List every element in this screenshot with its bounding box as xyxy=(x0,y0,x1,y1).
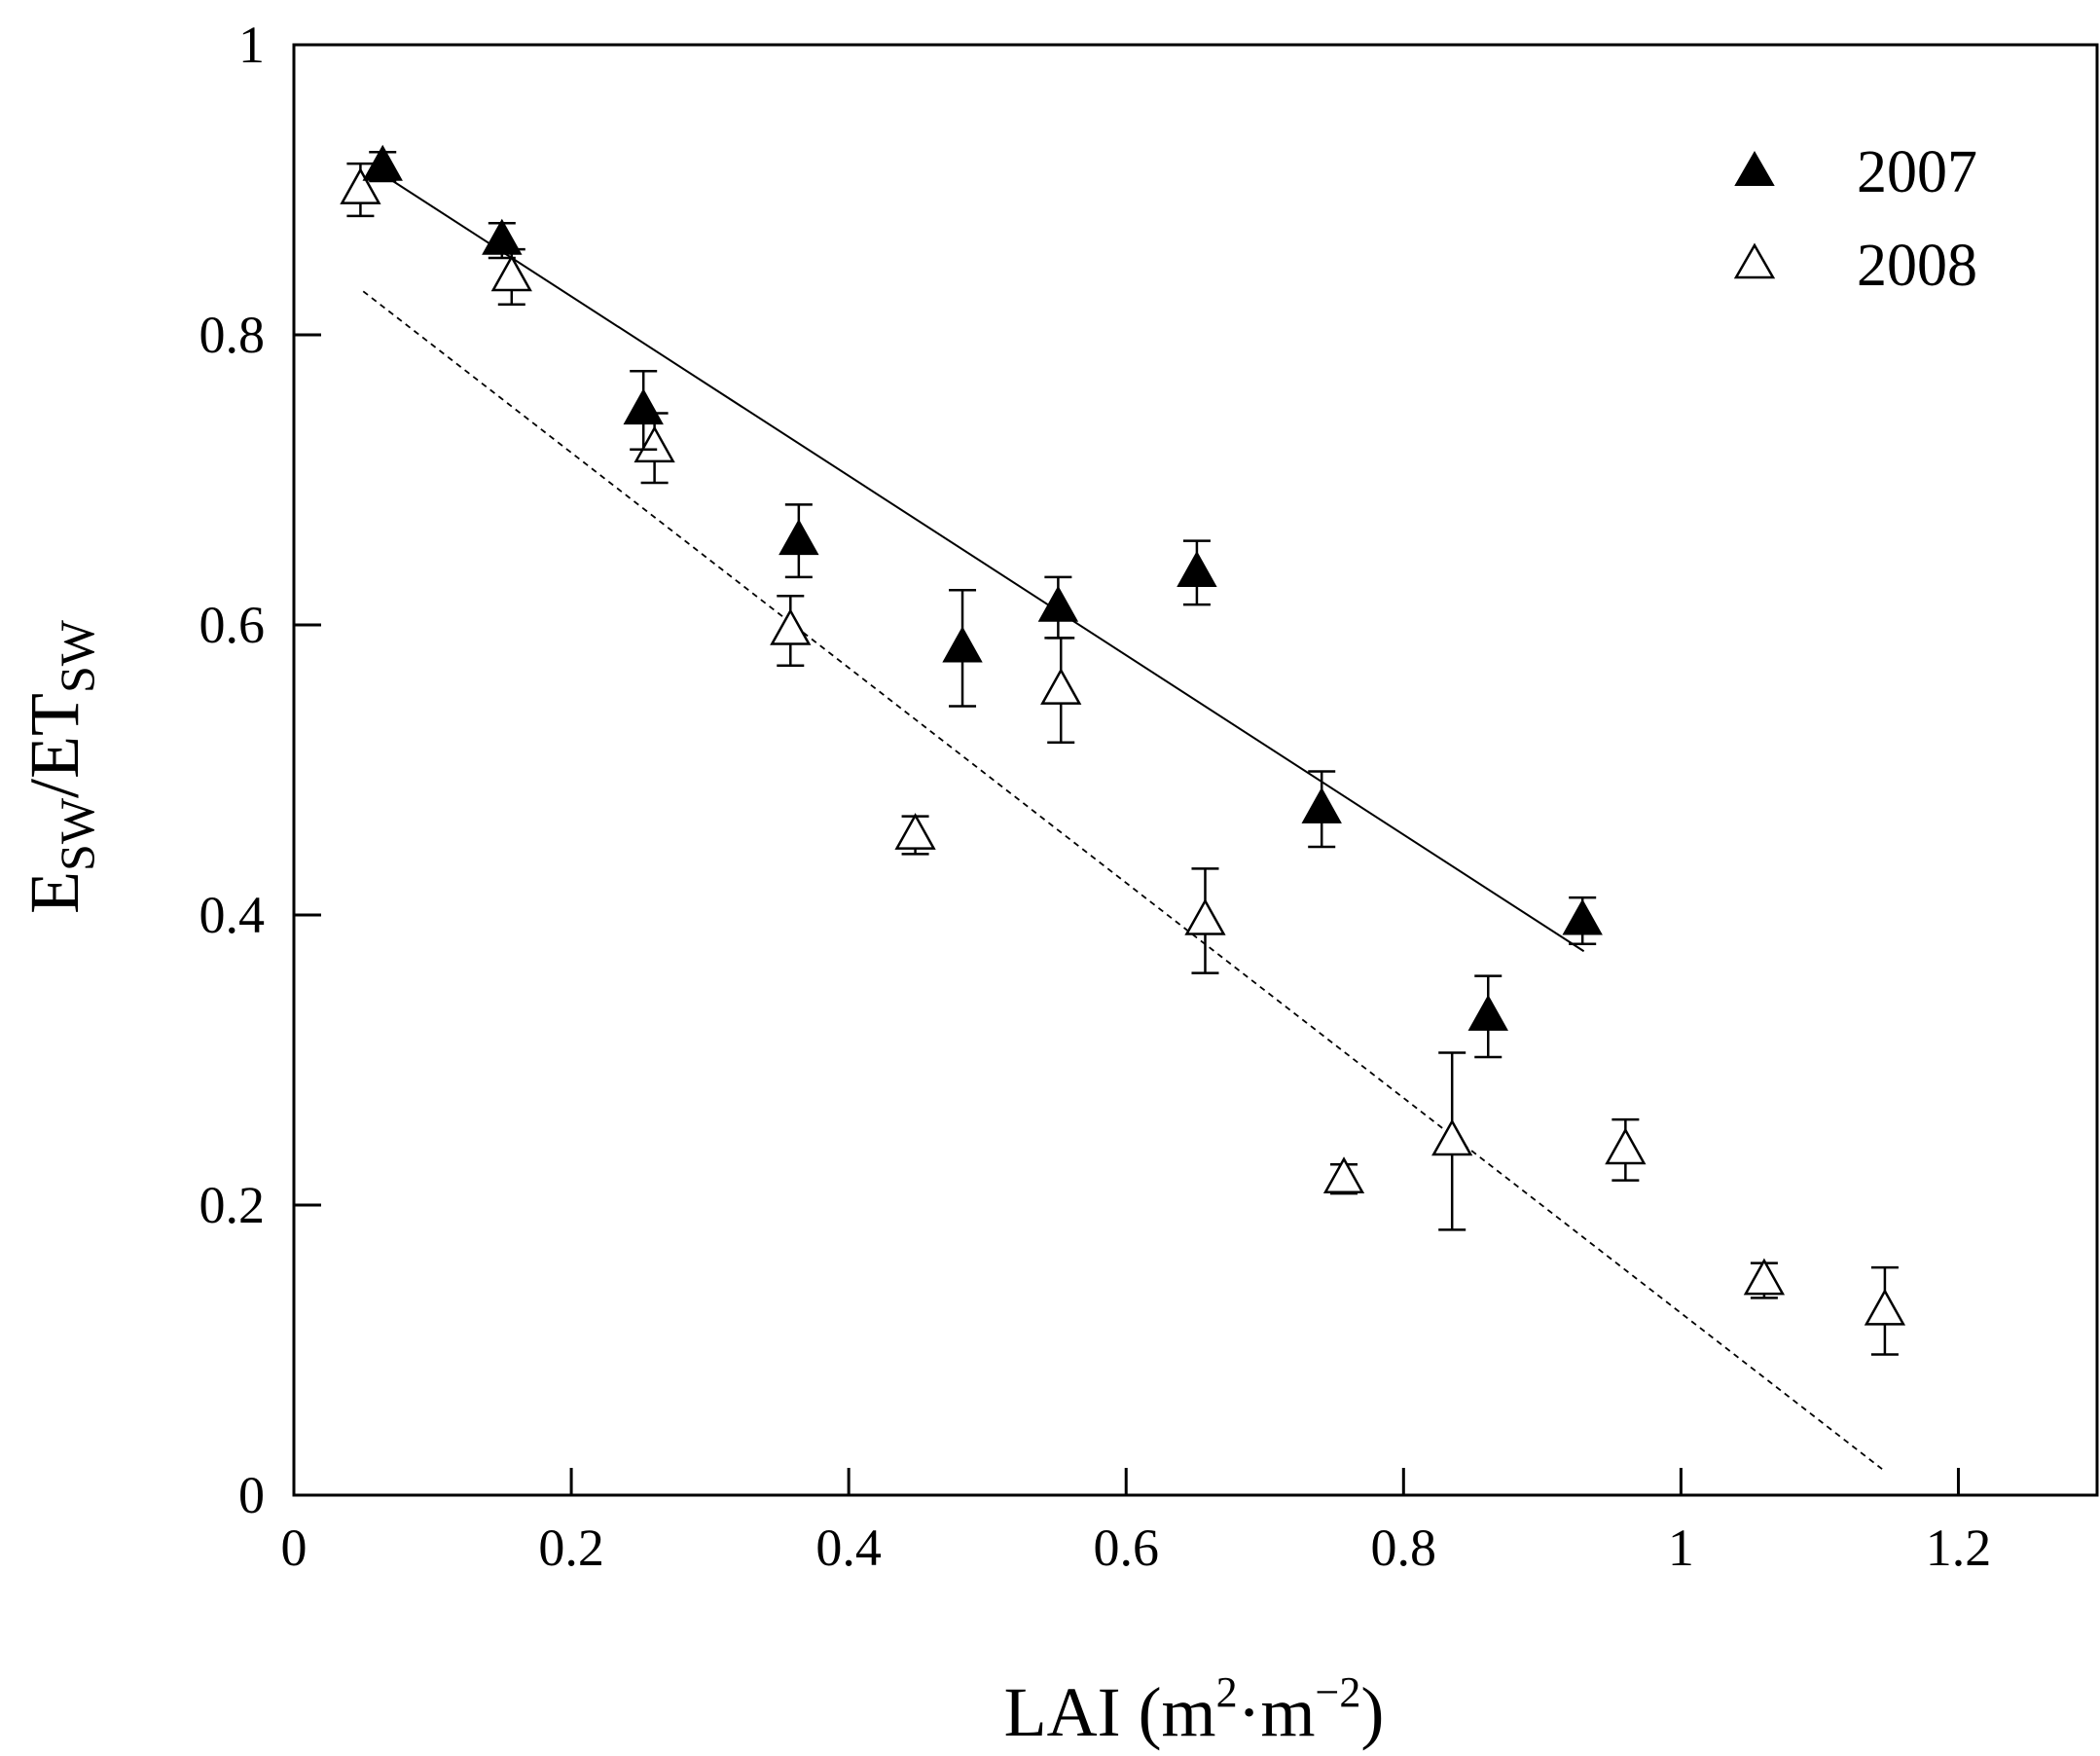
x-label-main: LAI (m xyxy=(1004,1673,1216,1751)
filled-triangle-marker xyxy=(778,519,819,556)
x-tick-label: 0.6 xyxy=(1093,1518,1159,1577)
point-2007 xyxy=(778,503,819,579)
y-axis-label: ESW/ETSW xyxy=(16,619,104,914)
fit-line-2008 xyxy=(362,290,1883,1470)
legend-label-2007: 2007 xyxy=(1857,139,1977,205)
y-label-sub1: SW xyxy=(50,797,104,871)
x-label-sup2: −2 xyxy=(1316,1668,1361,1716)
open-triangle-marker xyxy=(1184,897,1226,935)
point-2007 xyxy=(1037,575,1079,640)
point-2007 xyxy=(623,370,664,451)
legend-marker-2007 xyxy=(1734,150,1775,186)
x-axis-label: LAI (m2·m−2) xyxy=(1004,1668,1385,1751)
y-tick-label: 0.2 xyxy=(199,1176,266,1234)
open-triangle-marker xyxy=(340,167,381,204)
point-2008 xyxy=(1743,1258,1786,1299)
x-tick-label: 0 xyxy=(281,1518,308,1577)
open-triangle-marker xyxy=(1864,1288,1906,1326)
y-tick-label: 1 xyxy=(238,16,265,74)
open-triangle-marker xyxy=(1322,1156,1365,1194)
y-tick-label: 0.8 xyxy=(199,306,266,364)
open-triangle-marker xyxy=(1431,1118,1473,1156)
filled-triangle-marker xyxy=(1467,994,1508,1031)
legend-label-2008: 2008 xyxy=(1857,233,1977,299)
y-tick-label: 0.4 xyxy=(199,886,266,944)
point-2007 xyxy=(1562,896,1603,946)
legend-marker-2008 xyxy=(1733,242,1776,279)
open-triangle-marker xyxy=(490,254,532,292)
x-label-end: ) xyxy=(1360,1673,1384,1751)
data-points xyxy=(340,144,1906,1356)
filled-triangle-marker xyxy=(1562,898,1603,935)
open-triangle-marker xyxy=(1040,668,1082,705)
x-tick-label: 0.2 xyxy=(538,1518,604,1577)
point-2008 xyxy=(1322,1156,1365,1195)
open-triangle-marker xyxy=(634,425,675,463)
point-2007 xyxy=(1301,770,1342,849)
x-axis-ticks: 0 0.2 0.4 0.6 0.8 1 1.2 xyxy=(281,1468,1992,1577)
filled-triangle-marker xyxy=(482,218,523,255)
plot-frame xyxy=(292,43,2099,1497)
filled-triangle-marker xyxy=(1037,585,1079,622)
x-label-sup1: 2 xyxy=(1216,1668,1238,1716)
point-2007 xyxy=(362,144,403,183)
open-triangle-marker xyxy=(770,607,812,645)
y-label-sub2: SW xyxy=(50,619,104,693)
filled-triangle-marker xyxy=(1301,787,1342,823)
point-2008 xyxy=(1605,1117,1647,1182)
point-2008 xyxy=(340,162,381,218)
filled-triangle-marker xyxy=(362,144,403,181)
point-2007 xyxy=(1467,974,1508,1059)
point-2007 xyxy=(1177,539,1217,606)
point-2008 xyxy=(770,594,812,667)
filled-triangle-marker xyxy=(623,388,664,425)
point-2008 xyxy=(894,813,936,856)
x-tick-label: 1.2 xyxy=(1926,1518,1992,1577)
point-2007 xyxy=(482,218,523,260)
x-tick-label: 1 xyxy=(1668,1518,1694,1577)
plot-area xyxy=(292,43,2099,1497)
y-label-slash: /ET xyxy=(16,693,93,798)
x-tick-label: 0.8 xyxy=(1371,1518,1437,1577)
legend: 2007 2008 xyxy=(1733,139,1977,299)
y-label-e: E xyxy=(16,871,93,914)
x-label-mid: ·m xyxy=(1238,1673,1316,1751)
point-2008 xyxy=(1184,867,1226,974)
x-tick-label: 0.4 xyxy=(815,1518,882,1577)
y-tick-label: 0 xyxy=(238,1466,265,1524)
fit-line-2007 xyxy=(383,174,1585,953)
open-triangle-marker xyxy=(1605,1127,1647,1165)
y-axis-ticks: 0 0.2 0.4 0.6 0.8 1 xyxy=(199,16,321,1524)
fit-lines xyxy=(362,174,1883,1470)
point-2008 xyxy=(1431,1051,1473,1231)
point-2008 xyxy=(1040,637,1082,744)
open-triangle-marker xyxy=(894,813,936,850)
point-2007 xyxy=(942,588,983,708)
open-triangle-marker xyxy=(1743,1258,1786,1296)
point-2008 xyxy=(1864,1265,1906,1356)
filled-triangle-marker xyxy=(942,626,983,663)
point-2008 xyxy=(634,412,675,485)
filled-triangle-marker xyxy=(1177,550,1217,587)
y-tick-label: 0.6 xyxy=(199,596,266,654)
